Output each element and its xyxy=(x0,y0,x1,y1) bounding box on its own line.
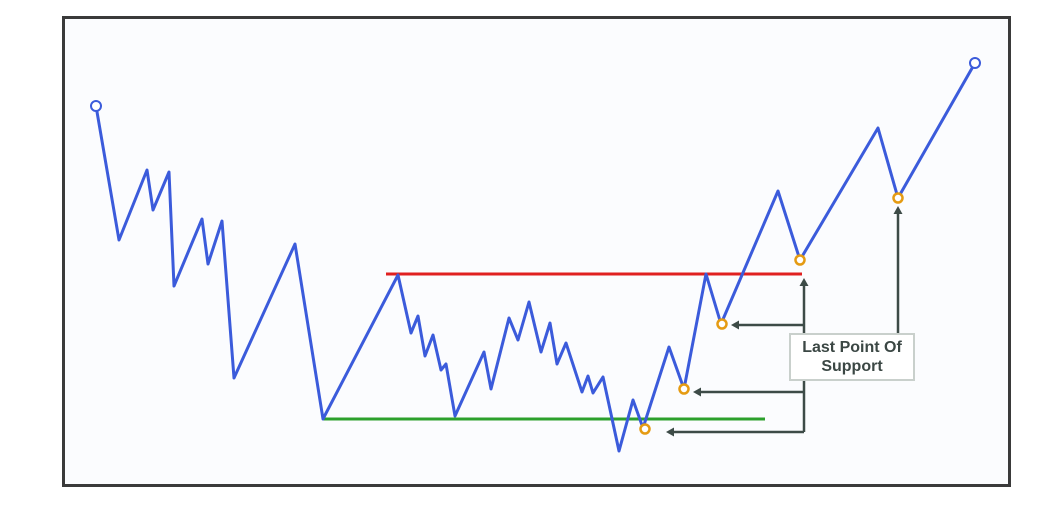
callout-line-2: Support xyxy=(821,358,883,375)
end-marker xyxy=(969,57,981,69)
lps-marker xyxy=(639,423,651,435)
last-point-of-support-label: Last Point Of Support xyxy=(789,333,915,381)
lps-marker xyxy=(892,192,904,204)
lps-marker xyxy=(716,318,728,330)
lps-marker xyxy=(794,254,806,266)
start-marker xyxy=(90,100,102,112)
price-path xyxy=(94,61,977,453)
callout-line-1: Last Point Of xyxy=(802,339,902,356)
lps-marker xyxy=(678,383,690,395)
diagram-frame xyxy=(62,16,1011,487)
